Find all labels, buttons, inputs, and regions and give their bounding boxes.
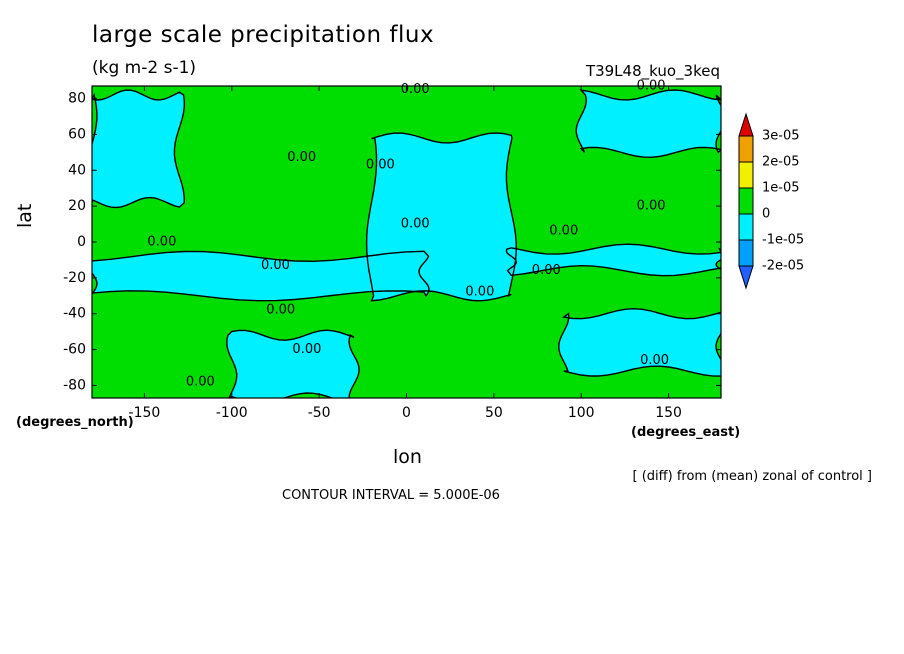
- y-tick-label-1: -60: [63, 342, 86, 358]
- colorbar: 3e-05 2e-05 1e-05 0 -1e-05 -2e-05: [738, 112, 804, 290]
- x-axis-label: lon: [393, 446, 422, 468]
- chart-units: (kg m-2 s-1): [92, 58, 197, 78]
- region-negative-3: [366, 133, 517, 301]
- colorbar-segment-3: [738, 187, 754, 215]
- colorbar-bottom-arrow: [738, 265, 754, 290]
- colorbar-segment-1: [738, 135, 754, 163]
- y-tick-label-8: 80: [68, 91, 86, 107]
- y-tick-label-2: -40: [63, 306, 86, 322]
- x-tick-label-0: -150: [129, 405, 161, 421]
- x-tick-label-6: 150: [655, 405, 682, 421]
- contour-label-13: 0.00: [465, 285, 494, 300]
- contour-label-3: 0.00: [292, 342, 321, 357]
- axes: -150 -100 -50 0 50 100 150 -80 -60 -40 -20 0 20 40 60 8…: [63, 86, 721, 421]
- colorbar-top-arrow: [738, 112, 754, 137]
- x-tick-label-4: 50: [485, 405, 503, 421]
- y-axis-label: lat: [14, 203, 36, 228]
- x-tick-label-3: 0: [402, 405, 411, 421]
- colorbar-label-0: 3e-05: [762, 129, 800, 144]
- chart-title: large scale precipitation flux: [92, 22, 435, 48]
- region-negative-7: [558, 308, 721, 377]
- contour-line-1: [92, 89, 186, 209]
- contour-lines: [92, 89, 721, 398]
- contour-line-4: [226, 329, 360, 398]
- contour-line-5: [575, 89, 721, 159]
- y-axis-units: (degrees_north): [16, 415, 134, 430]
- region-negative-5: [576, 90, 721, 158]
- contour-label-12: 0.00: [532, 263, 561, 278]
- colorbar-segment-2: [738, 161, 754, 189]
- y-tick-label-5: 20: [68, 198, 86, 214]
- region-negative-6: [506, 244, 721, 276]
- contour-label-14: 0.00: [640, 353, 669, 368]
- colorbar-label-1: 2e-05: [762, 155, 800, 170]
- run-label: T39L48_kuo_3keq: [585, 62, 720, 80]
- y-tick-label-0: -80: [63, 377, 86, 393]
- contour-interval: CONTOUR INTERVAL = 5.000E-06: [282, 488, 500, 503]
- contour-label-7: 0.00: [401, 82, 430, 97]
- contour-label-4: 0.00: [186, 374, 215, 389]
- x-tick-label-1: -100: [216, 405, 248, 421]
- colorbar-segment-5: [738, 239, 754, 267]
- colorbar-label-4: -1e-05: [762, 233, 804, 248]
- y-tick-label-4: 0: [77, 234, 86, 250]
- colorbar-label-2: 1e-05: [762, 181, 800, 196]
- contour-label-0: 0.00: [147, 235, 176, 250]
- contour-label-1: 0.00: [261, 258, 290, 273]
- y-tick-label-3: -20: [63, 270, 86, 286]
- y-tick-label-7: 60: [68, 126, 86, 142]
- contour-label-9: 0.00: [401, 217, 430, 232]
- contour-line-3: [365, 132, 517, 302]
- x-axis-units: (degrees_east): [631, 425, 741, 440]
- x-tick-label-2: -50: [308, 405, 331, 421]
- contour-label-5: 0.00: [287, 150, 316, 165]
- contour-label-11: 0.00: [637, 199, 666, 214]
- colorbar-segment-4: [738, 213, 754, 241]
- region-negative-1: [92, 90, 185, 208]
- region-negative-4: [226, 330, 360, 398]
- region-negative-2: [92, 251, 429, 301]
- contour-label-10: 0.00: [549, 224, 578, 239]
- x-tick-label-5: 100: [568, 405, 595, 421]
- y-tick-label-6: 40: [68, 162, 86, 178]
- colorbar-label-5: -2e-05: [762, 259, 804, 274]
- diff-note: [ (diff) from (mean) zonal of control ]: [632, 469, 872, 484]
- contour-line-2: [92, 250, 430, 302]
- contour-line-6: [505, 243, 721, 277]
- filled-contours: [92, 86, 721, 398]
- contour-label-2: 0.00: [266, 303, 295, 318]
- contour-label-6: 0.00: [366, 157, 395, 172]
- colorbar-label-3: 0: [762, 207, 770, 222]
- contour-line-7: [558, 307, 721, 377]
